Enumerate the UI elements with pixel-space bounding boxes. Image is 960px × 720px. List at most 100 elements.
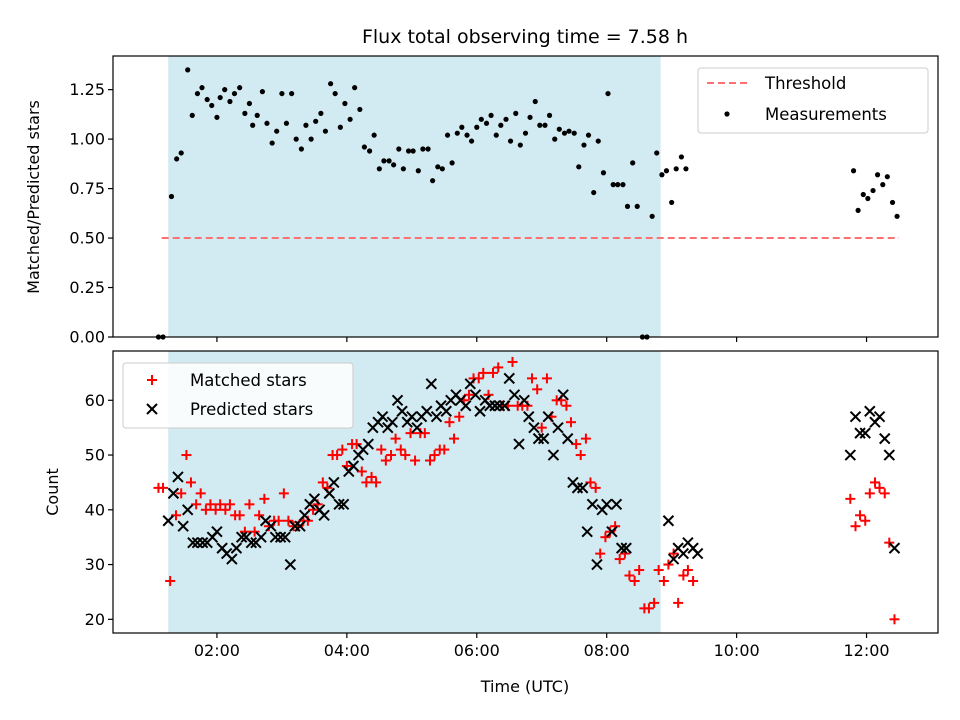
measurement-point (634, 203, 640, 209)
predicted-marker-b (440, 405, 452, 417)
measurement-point (673, 166, 679, 172)
x-tick-label: 10:00 (714, 641, 760, 660)
predicted-marker-b (532, 432, 545, 445)
predicted-marker-b (425, 378, 438, 390)
matched-star-point (493, 362, 504, 373)
x-axis-title: Time (UTC) (480, 677, 569, 696)
predicted-star-point (883, 449, 895, 461)
matched-star-point (879, 488, 890, 499)
measurement-point (678, 154, 685, 160)
matched-star-point (850, 521, 861, 532)
predicted-marker-b (542, 411, 554, 423)
predicted-star-point (406, 411, 418, 423)
matched-star-point (884, 537, 895, 548)
measurement-point (396, 146, 402, 152)
predicted-star-point (255, 531, 267, 543)
predicted-marker-b (849, 411, 862, 423)
matched-star-point (478, 367, 489, 378)
measurement-point (318, 110, 324, 116)
measurement-point (860, 191, 866, 198)
bottom-legend: Matched stars Predicted stars (122, 362, 354, 429)
predicted-star-point (421, 405, 433, 417)
predicted-marker-b (537, 432, 550, 445)
axes-frame (112, 55, 939, 338)
y-tick-label: 1.00 (69, 130, 105, 149)
measurement-point (352, 85, 358, 91)
observing-window-shade-top (168, 56, 661, 337)
bottom-axes: 20 30 40 50 60 02:00 04:00 06:00 08:00 10:00 12:00 (85, 350, 939, 660)
measurement-point (366, 148, 373, 154)
matched-star-point (234, 510, 245, 521)
top-legend-box (697, 67, 929, 134)
predicted-marker-b (196, 536, 209, 549)
predicted-star-point (581, 525, 593, 538)
predicted-star-point (557, 389, 569, 401)
matched-star-point (337, 444, 348, 455)
measurement-point (264, 120, 270, 126)
predicted-star-point (235, 531, 248, 543)
predicted-star-point (508, 389, 521, 401)
measurement-point (468, 138, 475, 144)
predicted-marker-b (615, 542, 628, 554)
measurement-point (298, 146, 304, 152)
matched-star-point (191, 499, 202, 510)
measurement-point (168, 193, 175, 200)
measurement-point (483, 120, 490, 126)
x-tick-label: 08:00 (584, 641, 630, 660)
measurement-point (439, 166, 445, 172)
matched-star-point (317, 477, 328, 488)
measurement-point (293, 136, 299, 142)
predicted-star-point (849, 411, 862, 423)
measurement-point (289, 90, 295, 97)
predicted-star-point (879, 432, 891, 445)
measurement-point (659, 172, 665, 178)
predicted-star-point (484, 400, 496, 412)
y-tick-label: 0.00 (69, 328, 105, 347)
predicted-marker-b (279, 531, 291, 543)
matched-star-point (215, 499, 226, 510)
legend-measurements-label: Measurements (765, 105, 887, 124)
top-y-axis-title: Matched/Predicted stars (24, 100, 43, 294)
matched-star-point (600, 532, 611, 543)
measurement-point (194, 90, 201, 97)
predicted-marker-b (313, 504, 326, 516)
measurement-point (425, 146, 431, 152)
predicted-star-point (562, 432, 574, 445)
matched-star-point (624, 570, 635, 581)
predicted-star-point (547, 449, 560, 461)
measurement-point (527, 114, 533, 120)
predicted-star-point (503, 372, 515, 385)
matched-star-point (158, 482, 169, 493)
predicted-marker-b (469, 389, 482, 401)
predicted-star-point (425, 378, 438, 390)
measurement-point (430, 178, 436, 184)
predicted-marker-b (484, 400, 496, 412)
matched-star-point (526, 373, 537, 384)
predicted-marker-b (474, 405, 486, 417)
predicted-star-point (528, 421, 540, 434)
legend-matched-label: Matched stars (190, 371, 307, 390)
predicted-star-point (586, 498, 599, 511)
measurement-point (231, 90, 238, 97)
y-tick-label: 40 (85, 500, 105, 519)
predicted-star-point (318, 509, 330, 521)
matched-star-point (366, 471, 377, 482)
matched-star-point (889, 614, 900, 625)
matched-star-point (673, 597, 684, 608)
predicted-star-point (396, 405, 408, 417)
predicted-marker-b (691, 547, 704, 560)
matched-star-point (488, 367, 499, 378)
predicted-marker-b (581, 525, 593, 538)
measurement-point (391, 162, 397, 168)
predicted-marker-b (576, 482, 589, 494)
predicted-marker-b (859, 427, 871, 439)
matched-star-point (380, 455, 391, 466)
matched-star-point (439, 444, 450, 455)
predicted-star-point (376, 411, 389, 423)
predicted-star-point (391, 394, 404, 406)
matched-star-point (845, 493, 856, 504)
predicted-marker-b (562, 432, 574, 445)
predicted-marker-b (181, 504, 194, 516)
matched-star-point (463, 389, 474, 400)
measurement-point (242, 110, 248, 116)
